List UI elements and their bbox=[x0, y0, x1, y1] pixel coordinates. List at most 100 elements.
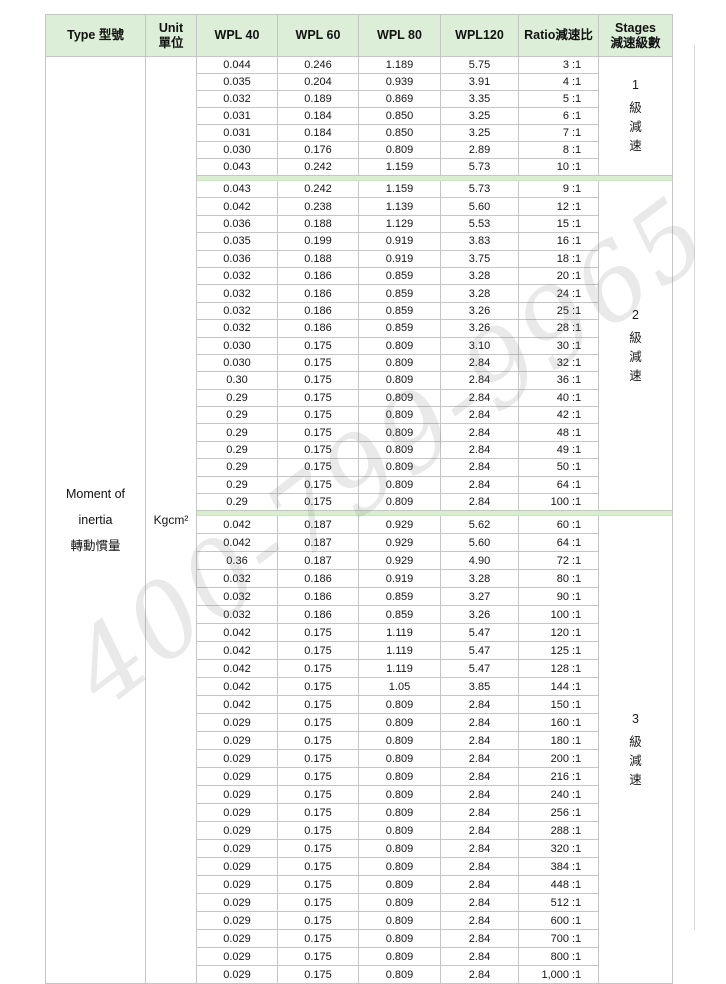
cell-wpl60: 0.186 bbox=[277, 605, 359, 625]
ratio-number: 60 bbox=[556, 518, 569, 531]
cell-wpl60: 0.175 bbox=[277, 493, 359, 512]
cell-wpl60: 0.175 bbox=[277, 749, 359, 769]
table-row: 0.029 0.175 0.809 2.84 320:1 bbox=[46, 839, 673, 859]
cell-wpl120: 2.84 bbox=[440, 440, 519, 460]
cell-wpl120: 2.84 bbox=[440, 371, 519, 390]
cell-ratio: 150:1 bbox=[518, 695, 599, 715]
table-row: 0.029 0.175 0.809 2.84 256:1 bbox=[46, 803, 673, 823]
stage-label-char: 減 bbox=[629, 120, 642, 134]
cell-wpl60: 0.175 bbox=[277, 713, 359, 733]
cell-wpl60: 0.186 bbox=[277, 587, 359, 607]
ratio-number: 6 bbox=[562, 110, 569, 122]
table-row: 0.29 0.175 0.809 2.84 48:1 bbox=[46, 423, 673, 442]
stage-label-char: 速 bbox=[629, 772, 642, 787]
table-row: 0.029 0.175 0.809 2.84 512:1 bbox=[46, 893, 673, 913]
cell-wpl120: 2.84 bbox=[440, 695, 519, 715]
ratio-number: 64 bbox=[556, 536, 569, 549]
table-row: 0.29 0.175 0.809 2.84 40:1 bbox=[46, 388, 673, 408]
cell-wpl80: 0.859 bbox=[358, 284, 441, 303]
stage-label-char: 速 bbox=[629, 368, 642, 383]
cell-wpl80: 0.809 bbox=[358, 965, 441, 984]
ratio-suffix: :1 bbox=[572, 235, 582, 248]
cell-wpl40: 0.031 bbox=[196, 124, 278, 142]
ratio-number: 10 bbox=[556, 161, 569, 173]
cell-ratio: 216:1 bbox=[518, 767, 599, 787]
cell-wpl40: 0.036 bbox=[196, 249, 278, 268]
cell-ratio: 600:1 bbox=[518, 911, 599, 931]
table-row: 0.029 0.175 0.809 2.84 700:1 bbox=[46, 929, 673, 949]
cell-wpl120: 5.73 bbox=[440, 179, 519, 199]
cell-wpl120: 2.89 bbox=[440, 141, 519, 159]
stage-label-char: 減 bbox=[629, 349, 642, 364]
ratio-number: 25 bbox=[556, 304, 569, 317]
cell-wpl80: 0.919 bbox=[358, 232, 441, 251]
ratio-number: 160 bbox=[550, 716, 569, 729]
ratio-suffix: :1 bbox=[572, 270, 582, 283]
ratio-number: 30 bbox=[556, 339, 569, 352]
cell-wpl120: 5.47 bbox=[440, 659, 519, 679]
cell-wpl80: 0.809 bbox=[358, 371, 441, 390]
cell-wpl60: 0.175 bbox=[277, 659, 359, 679]
ratio-number: 100 bbox=[550, 496, 569, 509]
ratio-number: 100 bbox=[550, 608, 569, 621]
stage-label-char: 級 bbox=[629, 734, 642, 749]
cell-wpl120: 2.84 bbox=[440, 749, 519, 769]
cell-wpl120: 2.84 bbox=[440, 713, 519, 733]
ratio-number: 12 bbox=[556, 200, 569, 213]
cell-wpl80: 0.859 bbox=[358, 587, 441, 607]
cell-wpl120: 2.84 bbox=[440, 423, 519, 442]
ratio-number: 512 bbox=[550, 896, 569, 909]
cell-wpl120: 3.26 bbox=[440, 605, 519, 625]
cell-ratio: 24:1 bbox=[518, 284, 599, 303]
cell-wpl60: 0.176 bbox=[277, 141, 359, 159]
ratio-suffix: :1 bbox=[572, 93, 582, 105]
col-header-stages: Stages 減速級數 bbox=[598, 14, 673, 57]
cell-wpl60: 0.175 bbox=[277, 406, 359, 425]
cell-wpl120: 3.28 bbox=[440, 569, 519, 589]
ratio-suffix: :1 bbox=[572, 644, 582, 657]
ratio-number: 320 bbox=[550, 842, 569, 855]
cell-ratio: 49:1 bbox=[518, 440, 599, 460]
table-row: 0.029 0.175 0.809 2.84 240:1 bbox=[46, 785, 673, 805]
cell-wpl60: 0.175 bbox=[277, 821, 359, 841]
col-header-type: Type 型號 bbox=[45, 14, 146, 57]
table-row: 0.032 0.186 0.859 3.26 100:1 bbox=[46, 605, 673, 625]
cell-wpl60: 0.187 bbox=[277, 515, 359, 535]
cell-wpl120: 3.27 bbox=[440, 587, 519, 607]
cell-wpl60: 0.175 bbox=[277, 947, 359, 967]
cell-wpl60: 0.175 bbox=[277, 336, 359, 355]
moment-of-inertia-table: Type 型號 Unit 單位 WPL 40 WPL 60 WPL 80 WPL… bbox=[45, 14, 673, 984]
ratio-number: 80 bbox=[556, 572, 569, 585]
cell-ratio: 60:1 bbox=[518, 515, 599, 535]
cell-wpl40: 0.029 bbox=[196, 803, 278, 823]
cell-wpl120: 3.26 bbox=[440, 301, 519, 321]
ratio-number: 4 bbox=[562, 76, 569, 88]
ratio-number: 9 bbox=[562, 183, 569, 196]
cell-wpl60: 0.186 bbox=[277, 319, 359, 338]
cell-wpl80: 0.939 bbox=[358, 73, 441, 91]
table-row: 0.031 0.184 0.850 3.25 7:1 bbox=[46, 124, 673, 142]
cell-wpl120: 2.84 bbox=[440, 929, 519, 949]
table-row: 0.042 0.187 0.929 5.60 64:1 bbox=[46, 533, 673, 553]
cell-wpl80: 0.809 bbox=[358, 423, 441, 442]
cell-wpl60: 0.246 bbox=[277, 56, 359, 74]
ratio-number: 72 bbox=[556, 554, 569, 567]
cell-wpl80: 0.809 bbox=[358, 875, 441, 895]
ratio-suffix: :1 bbox=[572, 200, 582, 213]
cell-wpl40: 0.29 bbox=[196, 475, 278, 495]
cell-wpl40: 0.29 bbox=[196, 406, 278, 425]
ratio-suffix: :1 bbox=[572, 716, 582, 729]
cell-wpl40: 0.029 bbox=[196, 929, 278, 949]
ratio-suffix: :1 bbox=[572, 662, 582, 675]
ratio-suffix: :1 bbox=[572, 752, 582, 765]
cell-wpl120: 5.60 bbox=[440, 533, 519, 553]
ratio-suffix: :1 bbox=[572, 608, 582, 621]
cell-ratio: 6:1 bbox=[518, 107, 599, 125]
cell-wpl80: 0.809 bbox=[358, 893, 441, 913]
cell-wpl60: 0.175 bbox=[277, 440, 359, 460]
ratio-number: 40 bbox=[556, 391, 569, 404]
cell-wpl40: 0.042 bbox=[196, 623, 278, 643]
ratio-suffix: :1 bbox=[572, 444, 582, 457]
stage-number: 3 bbox=[632, 711, 639, 726]
ratio-suffix: :1 bbox=[572, 896, 582, 909]
